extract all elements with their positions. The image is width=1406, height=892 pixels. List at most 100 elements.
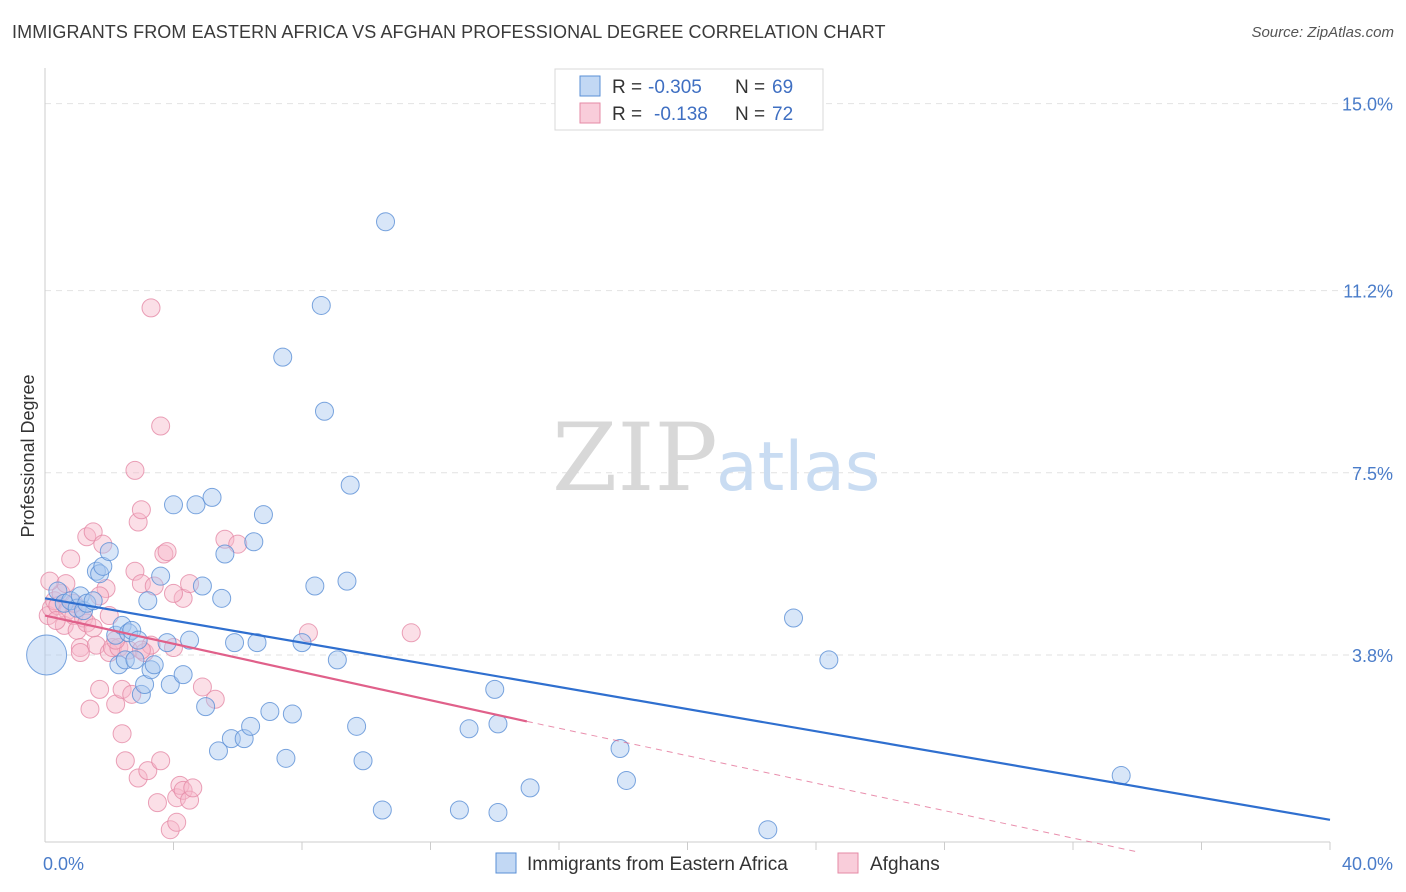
blue-point-63 [485, 679, 505, 699]
source-label: Source: ZipAtlas.com [1251, 24, 1394, 41]
pink-point-30 [125, 460, 145, 480]
pink-point-16 [90, 679, 110, 699]
blue-point-58 [353, 751, 373, 771]
blue-point-54 [327, 650, 347, 670]
blue-point-33 [192, 576, 212, 596]
blue-point-34 [196, 697, 216, 717]
blue-point-26 [151, 566, 171, 586]
legend-r-label-blue: R = [612, 77, 642, 98]
blue-point-69 [758, 820, 778, 840]
legend-n-label-blue: N = [735, 77, 765, 98]
pink-point-10 [70, 638, 90, 658]
legend-swatch-pink [579, 102, 601, 124]
legend-swatch-blue [579, 75, 601, 97]
pink-point-54 [183, 778, 203, 798]
blue-point-19 [125, 650, 145, 670]
blue-point-36 [208, 741, 228, 761]
pink-point-32 [128, 768, 148, 788]
y-tick-label-2: 11.2% [1343, 282, 1393, 302]
correlation-legend: R = -0.305 N = 69 R = -0.138 N = 72 [554, 68, 824, 131]
blue-point-0 [26, 634, 68, 676]
pink-point-57 [215, 529, 235, 549]
blue-point-71 [819, 650, 839, 670]
blue-point-41 [234, 729, 254, 749]
blue-point-31 [180, 630, 200, 650]
blue-point-40 [225, 633, 245, 653]
blue-point-51 [305, 576, 325, 596]
pink-point-29 [125, 561, 145, 581]
gridlines [45, 103, 1395, 656]
chart-title: IMMIGRANTS FROM EASTERN AFRICA VS AFGHAN… [12, 22, 886, 42]
blue-point-38 [215, 544, 235, 564]
series-legend-label-blue: Immigrants from Eastern Africa [527, 854, 788, 875]
blue-point-46 [260, 702, 280, 722]
pink-point-40 [147, 793, 167, 813]
blue-point-16 [115, 650, 135, 670]
watermark-atlas: atlas [716, 428, 880, 507]
blue-point-28 [160, 674, 180, 694]
blue-point-56 [340, 475, 360, 495]
pink-trend-line-extension [526, 720, 1138, 853]
pink-point-53 [180, 790, 200, 810]
blue-point-66 [520, 778, 540, 798]
pink-point-12 [77, 527, 97, 547]
pink-point-65 [70, 642, 90, 662]
legend-r-label-pink: R = [612, 104, 642, 125]
y-tick-label-3: 15.0% [1342, 95, 1393, 115]
y-tick-label-0: 3.8% [1352, 646, 1393, 666]
watermark: ZIP atlas [552, 404, 880, 513]
blue-point-37 [212, 588, 232, 608]
blue-point-15 [112, 615, 132, 635]
blue-point-12 [99, 542, 119, 562]
blue-point-65 [488, 714, 508, 734]
pink-point-45 [160, 820, 180, 840]
blue-trend-line [44, 597, 1331, 821]
y-axis-label: Professional Degree [18, 374, 38, 537]
pink-point-44 [157, 542, 177, 562]
pink-point-48 [167, 812, 187, 832]
x-tick-label-0: 0.0% [43, 854, 84, 874]
blue-point-59 [372, 800, 392, 820]
pink-point-71 [164, 583, 183, 603]
pink-point-17 [93, 534, 113, 554]
blue-point-48 [276, 748, 296, 768]
series-legend-label-pink: Afghans [870, 854, 940, 875]
blue-point-52 [311, 295, 331, 315]
trend-lines [44, 597, 1331, 853]
pink-point-56 [205, 689, 225, 709]
pink-point-55 [192, 677, 212, 697]
legend-n-label-pink: N = [735, 104, 765, 125]
axes [44, 68, 1331, 850]
blue-point-32 [186, 495, 206, 515]
blue-point-55 [337, 571, 357, 591]
blue-point-35 [202, 487, 222, 507]
blue-point-60 [376, 212, 396, 232]
pink-point-26 [115, 751, 135, 771]
pink-point-33 [131, 500, 151, 520]
pink-point-58 [228, 534, 248, 554]
blue-point-64 [488, 802, 508, 822]
x-tick-label-1: 40.0% [1342, 854, 1393, 874]
pink-point-59 [298, 623, 318, 643]
blue-point-43 [244, 532, 264, 552]
x-tick-labels: 0.0% 40.0% [43, 854, 1393, 874]
series-legend-swatch-blue [495, 852, 517, 874]
legend-n-value-pink: 72 [772, 104, 793, 125]
pink-point-28 [122, 684, 142, 704]
afghans-points [38, 298, 421, 840]
pink-point-36 [138, 761, 158, 781]
blue-point-70 [784, 608, 804, 628]
blue-point-53 [314, 401, 334, 421]
blue-point-57 [347, 716, 367, 736]
pink-point-60 [401, 623, 421, 643]
legend-n-value-blue: 69 [772, 77, 793, 98]
pink-point-31 [128, 512, 148, 532]
blue-point-45 [253, 505, 273, 525]
blue-point-29 [164, 495, 183, 515]
legend-r-value-pink: -0.138 [654, 104, 708, 125]
y-tick-labels: 3.8% 7.5% 11.2% 15.0% [1342, 95, 1393, 666]
pink-point-41 [151, 751, 171, 771]
eastern-africa-points [26, 212, 1131, 840]
blue-point-30 [173, 665, 193, 685]
blue-point-47 [273, 347, 293, 367]
